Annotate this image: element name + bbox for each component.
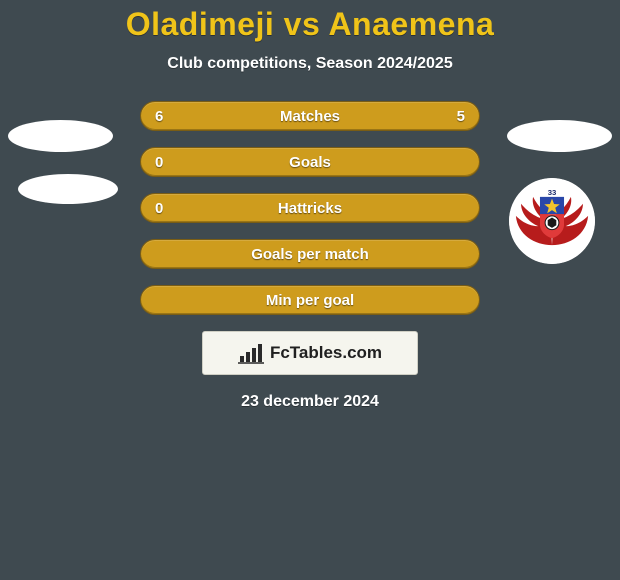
stat-label: Goals (141, 154, 479, 171)
stat-left-value: 0 (155, 200, 163, 217)
comparison-title: Oladimeji vs Anaemena (0, 0, 620, 43)
brand-bars-icon (238, 342, 264, 364)
stat-rows: 6 Matches 5 0 Goals 0 Hattricks Goals pe… (0, 101, 620, 315)
stat-right-value: 5 (457, 108, 465, 125)
stat-row-goals: 0 Goals (140, 147, 480, 177)
stat-left-value: 6 (155, 108, 163, 125)
stat-row-min-per-goal: Min per goal (140, 285, 480, 315)
stat-left-value: 0 (155, 154, 163, 171)
stat-label: Min per goal (141, 292, 479, 309)
stat-row-goals-per-match: Goals per match (140, 239, 480, 269)
stat-row-matches: 6 Matches 5 (140, 101, 480, 131)
generated-date: 23 december 2024 (0, 393, 620, 411)
brand-text: FcTables.com (270, 343, 382, 363)
brand-box: FcTables.com (202, 331, 418, 375)
stat-row-hattricks: 0 Hattricks (140, 193, 480, 223)
comparison-subtitle: Club competitions, Season 2024/2025 (0, 55, 620, 73)
stat-label: Hattricks (141, 200, 479, 217)
stat-label: Matches (141, 108, 479, 125)
stat-label: Goals per match (141, 246, 479, 263)
